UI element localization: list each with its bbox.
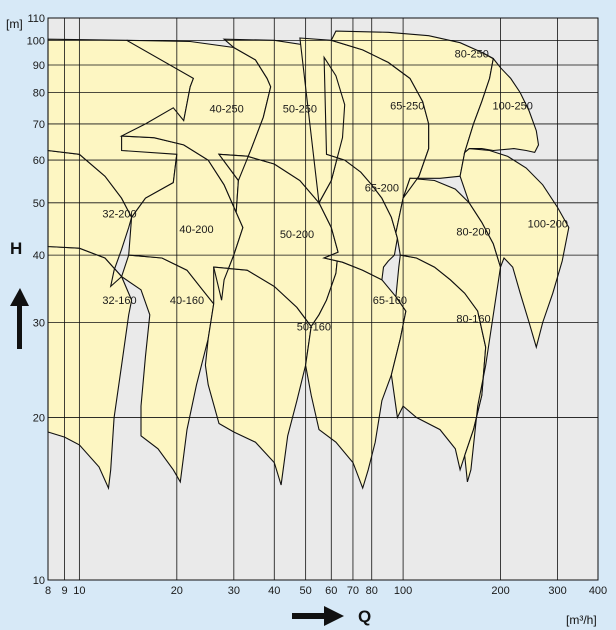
field-label-100-200: 100-200 — [528, 218, 568, 230]
field-label-65-160: 65-160 — [373, 295, 407, 307]
y-tick-label: 90 — [33, 60, 45, 72]
x-axis-title: Q — [358, 607, 371, 626]
x-tick-label: 200 — [491, 585, 509, 597]
y-tick-label: 60 — [33, 155, 45, 167]
x-tick-label: 9 — [61, 585, 67, 597]
grid-lines — [47, 17, 599, 581]
y-tick-label: 110 — [27, 13, 45, 25]
y-tick-labels: 10 20 30 40 50 60 70 80 90 100 110 — [27, 13, 45, 587]
field-label-50-200: 50-200 — [280, 229, 314, 241]
y-tick-label: 40 — [33, 250, 45, 262]
pump-field-100-250 — [463, 51, 540, 155]
field-label-65-250: 65-250 — [390, 100, 424, 112]
y-unit-label: [m] — [6, 17, 23, 31]
x-axis-arrow-icon — [292, 606, 344, 626]
field-label-40-250: 40-250 — [209, 103, 243, 115]
field-labels: 32-160 32-200 40-160 40-200 40-250 50-160 50-2… — [102, 48, 568, 333]
x-tick-label: 50 — [300, 585, 312, 597]
field-label-80-250: 80-250 — [455, 48, 489, 60]
y-axis-title: H — [10, 239, 22, 258]
y-tick-label: 100 — [27, 35, 45, 47]
x-tick-label: 20 — [171, 585, 183, 597]
y-tick-label: 20 — [33, 413, 45, 425]
x-tick-label: 30 — [228, 585, 240, 597]
x-tick-label: 60 — [325, 585, 337, 597]
pump-fields — [47, 30, 570, 491]
x-tick-label: 40 — [268, 585, 280, 597]
x-tick-label: 100 — [394, 585, 412, 597]
y-tick-label: 30 — [33, 318, 45, 330]
field-label-50-250: 50-250 — [283, 103, 317, 115]
x-tick-label: 400 — [589, 585, 607, 597]
field-label-50-160: 50-160 — [297, 321, 331, 333]
field-label-80-200: 80-200 — [456, 226, 490, 238]
y-tick-label: 70 — [33, 119, 45, 131]
x-tick-label: 8 — [45, 585, 51, 597]
y-tick-label: 10 — [33, 575, 45, 587]
y-axis-arrow-icon — [10, 288, 29, 349]
pump-field-100-200 — [459, 148, 570, 350]
field-label-100-250: 100-250 — [492, 100, 532, 112]
x-tick-label: 80 — [366, 585, 378, 597]
x-tick-label: 300 — [548, 585, 566, 597]
y-tick-label: 80 — [33, 88, 45, 100]
x-tick-label: 70 — [347, 585, 359, 597]
field-label-32-160: 32-160 — [102, 295, 136, 307]
field-label-65-200: 65-200 — [365, 182, 399, 194]
x-unit-label: [m³/h] — [566, 613, 597, 627]
x-tick-label: 10 — [73, 585, 85, 597]
field-label-32-200: 32-200 — [102, 208, 136, 220]
pump-field-80-250 — [330, 30, 494, 199]
x-tick-labels: 8 9 10 20 30 40 50 60 70 80 100 200 300 400 — [45, 585, 607, 597]
field-label-80-160: 80-160 — [456, 314, 490, 326]
field-label-40-200: 40-200 — [179, 224, 213, 236]
y-tick-label: 50 — [33, 198, 45, 210]
field-label-40-160: 40-160 — [170, 295, 204, 307]
pump-field-65-160 — [305, 251, 407, 490]
